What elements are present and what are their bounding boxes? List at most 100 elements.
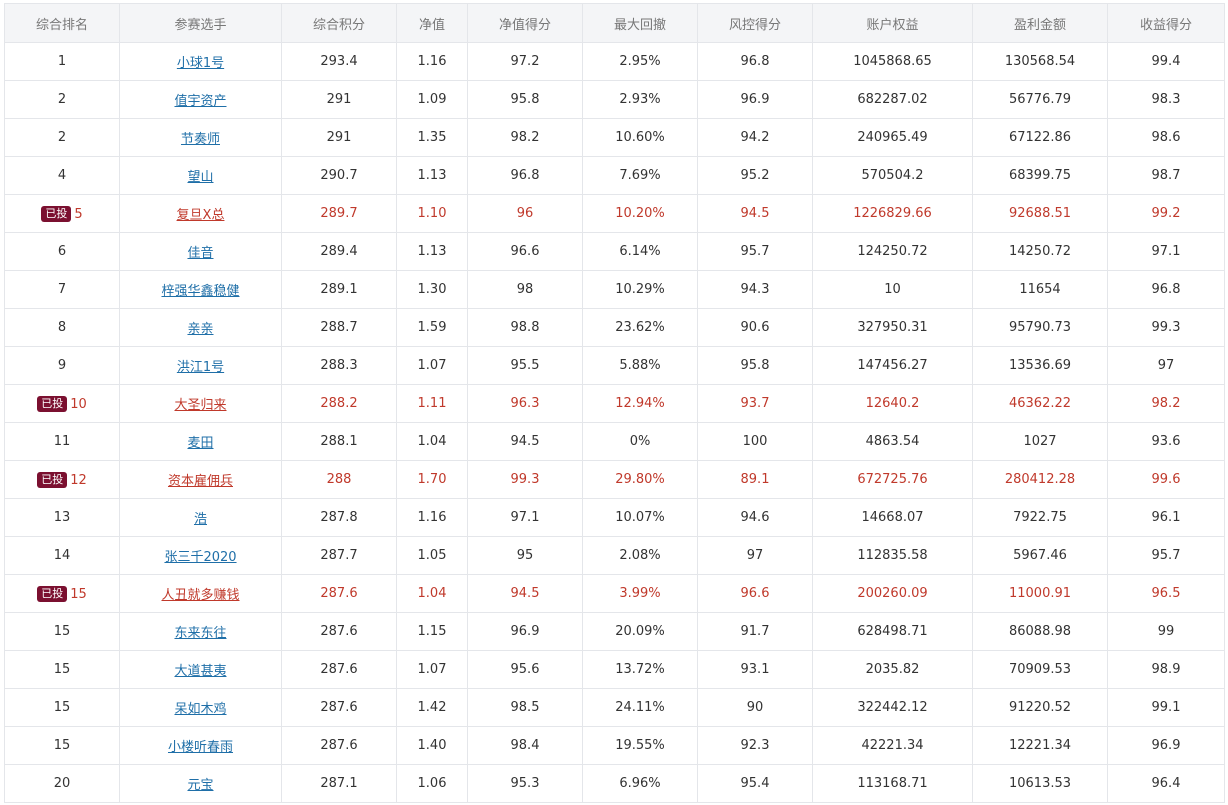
score-cell: 287.8	[281, 498, 397, 537]
equity-cell: 1045868.65	[812, 42, 973, 81]
score-cell: 288.7	[281, 308, 397, 347]
equity-cell: 672725.76	[812, 460, 973, 499]
score-cell: 287.6	[281, 650, 397, 689]
profit-cell: 68399.75	[972, 156, 1108, 195]
score-cell: 290.7	[281, 156, 397, 195]
profit-cell: 5967.46	[972, 536, 1108, 575]
profit-cell: 7922.75	[972, 498, 1108, 537]
header-rank: 综合排名	[4, 3, 120, 43]
equity-cell: 240965.49	[812, 118, 973, 157]
profit-cell: 92688.51	[972, 194, 1108, 233]
rank-cell: 9	[4, 346, 120, 385]
table-row: 7 梓强华鑫稳健 289.1 1.30 98 10.29% 94.3 10 11654 96.8	[4, 270, 1225, 309]
player-link[interactable]: 麦田	[187, 436, 214, 451]
score-cell: 289.1	[281, 270, 397, 309]
player-cell: 节奏师	[119, 118, 282, 157]
nav-score-cell: 99.3	[467, 460, 583, 499]
risk-score-cell: 93.7	[697, 384, 813, 423]
equity-cell: 570504.2	[812, 156, 973, 195]
rank-value: 15	[53, 700, 71, 715]
profit-cell: 67122.86	[972, 118, 1108, 157]
player-link[interactable]: 望山	[187, 170, 214, 185]
invested-badge: 已投	[37, 471, 68, 488]
nav-score-cell: 96.8	[467, 156, 583, 195]
rank-value: 12	[70, 472, 87, 488]
rank-cell: 15	[4, 612, 120, 651]
rank-value: 7	[57, 282, 67, 297]
player-link[interactable]: 小球1号	[176, 56, 225, 71]
rank-cell: 8	[4, 308, 120, 347]
player-link[interactable]: 亲亲	[187, 322, 214, 337]
invested-badge: 已投	[37, 585, 68, 602]
player-cell: 大圣归来	[119, 384, 282, 423]
nav-cell: 1.16	[396, 42, 468, 81]
table-row: 6 佳音 289.4 1.13 96.6 6.14% 95.7 124250.72 14250.…	[4, 232, 1225, 271]
nav-cell: 1.04	[396, 422, 468, 461]
nav-cell: 1.40	[396, 726, 468, 765]
ranking-table-container: 综合排名 参赛选手 综合积分 净值 净值得分 最大回撤 风控得分 账户权益 盈利…	[4, 3, 1225, 803]
table-row: 15 大道甚夷 287.6 1.07 95.6 13.72% 93.1 2035.82 7090…	[4, 650, 1225, 689]
player-cell: 资本雇佣兵	[119, 460, 282, 499]
player-link[interactable]: 元宝	[187, 778, 214, 793]
risk-score-cell: 96.8	[697, 42, 813, 81]
player-link[interactable]: 值宇资产	[174, 94, 227, 109]
nav-cell: 1.04	[396, 574, 468, 613]
risk-score-cell: 89.1	[697, 460, 813, 499]
rank-value: 5	[74, 206, 83, 222]
drawdown-cell: 10.60%	[582, 118, 698, 157]
return-score-cell: 99	[1107, 612, 1225, 651]
risk-score-cell: 100	[697, 422, 813, 461]
score-cell: 288	[281, 460, 397, 499]
nav-score-cell: 98.2	[467, 118, 583, 157]
player-link[interactable]: 梓强华鑫稳健	[161, 284, 240, 299]
score-cell: 287.6	[281, 726, 397, 765]
player-link[interactable]: 张三千2020	[164, 550, 237, 565]
player-link[interactable]: 洪江1号	[176, 360, 225, 375]
profit-cell: 95790.73	[972, 308, 1108, 347]
return-score-cell: 98.7	[1107, 156, 1225, 195]
score-cell: 289.4	[281, 232, 397, 271]
player-link[interactable]: 佳音	[187, 246, 214, 261]
drawdown-cell: 10.20%	[582, 194, 698, 233]
player-link[interactable]: 复旦X总	[176, 208, 225, 223]
risk-score-cell: 95.8	[697, 346, 813, 385]
nav-score-cell: 96.6	[467, 232, 583, 271]
rank-cell: 13	[4, 498, 120, 537]
equity-cell: 2035.82	[812, 650, 973, 689]
rank-cell: 1	[4, 42, 120, 81]
player-link[interactable]: 小楼听春雨	[167, 740, 233, 755]
rank-value: 15	[53, 624, 71, 639]
nav-score-cell: 98.5	[467, 688, 583, 727]
equity-cell: 322442.12	[812, 688, 973, 727]
rank-value: 14	[53, 548, 71, 563]
rank-cell: 6	[4, 232, 120, 271]
player-link[interactable]: 资本雇佣兵	[167, 474, 233, 489]
nav-score-cell: 95.6	[467, 650, 583, 689]
return-score-cell: 98.9	[1107, 650, 1225, 689]
drawdown-cell: 12.94%	[582, 384, 698, 423]
player-link[interactable]: 东来东往	[174, 626, 227, 641]
risk-score-cell: 94.2	[697, 118, 813, 157]
rank-cell: 15	[4, 650, 120, 689]
rank-value: 2	[57, 130, 67, 145]
player-link[interactable]: 呆如木鸡	[174, 702, 227, 717]
player-cell: 洪江1号	[119, 346, 282, 385]
player-link[interactable]: 浩	[193, 512, 207, 527]
drawdown-cell: 10.29%	[582, 270, 698, 309]
invested-badge: 已投	[41, 205, 72, 222]
player-cell: 望山	[119, 156, 282, 195]
nav-score-cell: 96.3	[467, 384, 583, 423]
player-link[interactable]: 大圣归来	[174, 398, 227, 413]
header-player: 参赛选手	[119, 3, 282, 43]
rank-value: 2	[57, 92, 67, 107]
table-row: 已投 5 复旦X总 289.7 1.10 96 10.20% 94.5 1226829.66 92…	[4, 194, 1225, 233]
rank-cell: 11	[4, 422, 120, 461]
player-link[interactable]: 人丑就多赚钱	[161, 588, 240, 603]
risk-score-cell: 95.7	[697, 232, 813, 271]
nav-score-cell: 96	[467, 194, 583, 233]
equity-cell: 12640.2	[812, 384, 973, 423]
profit-cell: 10613.53	[972, 764, 1108, 803]
player-link[interactable]: 大道甚夷	[174, 664, 227, 679]
player-link[interactable]: 节奏师	[180, 132, 220, 147]
table-row: 15 东来东往 287.6 1.15 96.9 20.09% 91.7 628498.71 86…	[4, 612, 1225, 651]
